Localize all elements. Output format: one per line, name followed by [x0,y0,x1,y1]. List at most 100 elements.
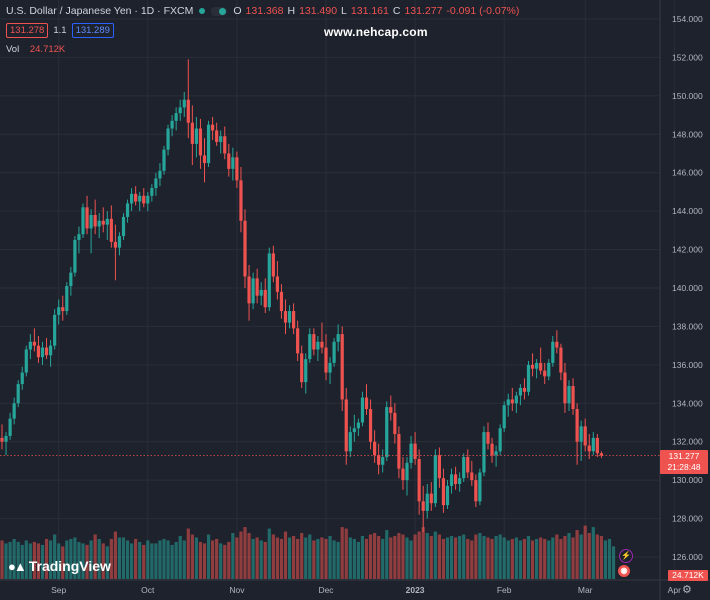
candle-body [583,426,587,446]
candle-body [526,364,531,392]
volume-bar [166,540,170,579]
bid-ask-row: 131.278 1.1 131.289 [6,23,114,38]
volume-bar [364,538,369,579]
candle-body [575,409,579,442]
candle-body [97,220,101,227]
candle-body [530,364,535,369]
volume-bar [486,537,490,579]
symbol-title[interactable]: U.S. Dollar / Japanese Yen · 1D · FXCM [6,5,194,17]
buy-button[interactable]: 131.289 [71,23,114,38]
candle-body [599,453,603,456]
volume-bar [113,531,117,579]
volume-bar [332,540,336,579]
candle-body [510,399,514,404]
candle-body [251,278,255,304]
y-tick-label: 132.000 [672,437,703,447]
volume-bar [510,538,514,579]
volume-bar [567,533,571,579]
candle-body [24,349,28,373]
volume-bar [93,534,97,579]
volume-bar [4,543,8,579]
volume-bar [12,538,16,579]
volume-bar [28,543,32,579]
settings-gear-icon[interactable]: ⚙ [682,584,692,596]
volume-bar [526,535,531,579]
candle-body [482,432,486,473]
volume-bar [587,533,591,579]
candle-body [413,443,417,460]
volume-bar [194,537,198,579]
volume-bar [69,538,73,579]
y-tick-label: 144.000 [672,206,703,216]
volume-bar [40,544,45,579]
candle-body [247,276,251,304]
candle-body [352,428,356,433]
lightning-event-icon[interactable]: ⚡ [619,549,633,563]
volume-bar [506,540,510,579]
time-axis: Sep Oct Nov Dec 2023 Feb Mar Apr [51,585,681,595]
low-label: L [341,5,347,17]
volume-bar [105,546,109,579]
candle-body [134,193,138,202]
tradingview-logo[interactable]: ●▲ TradingView [8,558,111,574]
candle-body [16,384,20,404]
y-tick-label: 146.000 [672,168,703,178]
volume-bar [502,537,506,579]
candle-body [190,122,194,144]
volume-bar [73,537,77,579]
y-tick-label: 134.000 [672,398,703,408]
volume-bar [20,544,24,579]
candle-body [219,136,223,142]
volume-bar [595,534,599,579]
candle-body [12,403,16,419]
volume-bar [555,534,559,579]
volume-bar [49,540,53,579]
candle-body [292,311,296,329]
candle-body [304,359,308,383]
candle-body [271,253,275,277]
candle-body [89,214,93,229]
candle-body [174,113,178,121]
toggle-flag-icon[interactable] [211,6,228,16]
candle-body [77,234,81,240]
volume-label[interactable]: Vol [6,44,20,55]
candle-body [198,128,203,156]
sell-button[interactable]: 131.278 [6,23,49,38]
volume-bar [190,534,194,579]
candle-body [138,195,142,202]
candle-body [417,459,421,502]
volume-bar [85,544,89,579]
candle-body [283,311,288,323]
candle-body [454,474,458,484]
volume-bar [206,534,211,579]
candle-body [223,136,227,154]
candle-body [377,455,381,465]
y-tick-label: 138.000 [672,321,703,331]
volume-bar [518,540,522,579]
candle-body [559,347,563,373]
economic-event-icon[interactable]: ◉ [618,565,630,577]
volume-bar [413,534,417,579]
close-value: 131.277 [404,5,443,17]
candle-body [65,286,69,312]
candle-body [215,130,219,142]
y-tick-label: 130.000 [672,475,703,485]
volume-bar [352,538,356,579]
candle-body [117,236,122,248]
volume-bar [607,538,612,579]
x-tick-label: Feb [497,585,512,595]
watermark-text: www.nehcap.com [324,25,428,39]
candle-body [567,385,571,404]
x-tick-label: 2023 [406,585,425,595]
volume-bar [328,535,332,579]
volume-bar [211,540,215,579]
candle-body [44,347,49,356]
candle-body [8,418,12,436]
candle-body [551,341,555,363]
candle-body [328,362,332,373]
candle-body [474,480,478,502]
candle-body [494,451,498,456]
candle-body [121,216,126,237]
